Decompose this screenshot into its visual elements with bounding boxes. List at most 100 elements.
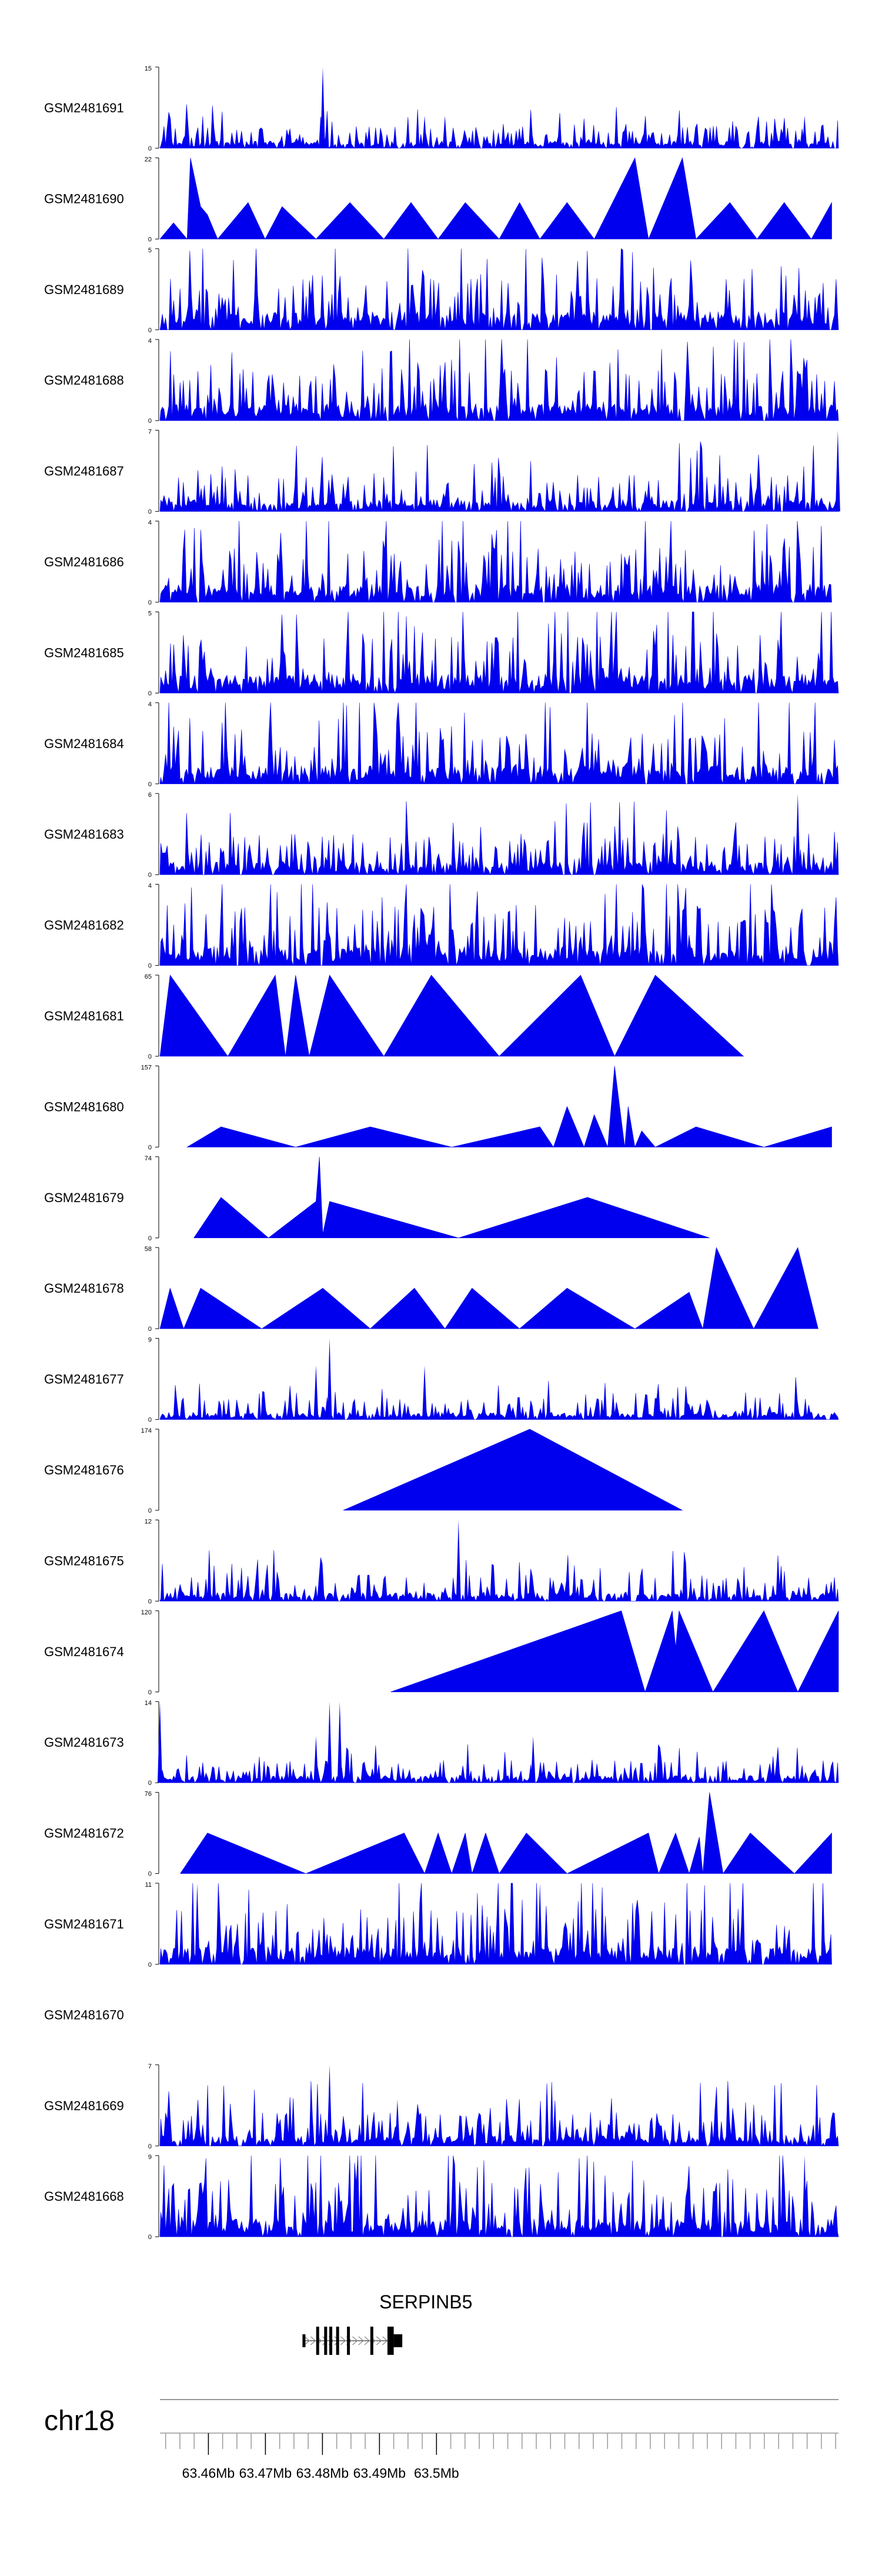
- x-tick-label: 63.5Mb: [414, 2465, 459, 2481]
- track-label: GSM2481675: [44, 1553, 124, 1568]
- gene-exon: [387, 2327, 394, 2355]
- gene-exon: [302, 2334, 306, 2347]
- y-tick-label-zero: 0: [148, 872, 152, 879]
- gene-exon: [316, 2327, 319, 2355]
- track-GSM2481684: GSM2481684 4 0: [44, 701, 839, 788]
- gene-exon: [370, 2327, 373, 2355]
- y-tick-label-zero: 0: [148, 690, 152, 697]
- track-label: GSM2481680: [44, 1099, 124, 1114]
- y-tick-label-max: 58: [145, 1246, 152, 1253]
- y-tick-label-max: 65: [145, 973, 152, 980]
- y-tick-label-max: 7: [148, 2063, 152, 2070]
- track-label: GSM2481683: [44, 827, 124, 842]
- coverage-area: [159, 884, 839, 966]
- y-tick-label-max: 12: [145, 1518, 152, 1525]
- y-tick-label-zero: 0: [148, 1235, 152, 1242]
- y-tick-label-zero: 0: [148, 1417, 152, 1424]
- y-tick-label-zero: 0: [148, 599, 152, 606]
- y-tick-label-zero: 0: [148, 1689, 152, 1696]
- gene-exon: [393, 2334, 403, 2347]
- track-label: GSM2481684: [44, 736, 124, 751]
- track-label: GSM2481676: [44, 1463, 124, 1477]
- y-tick-label-zero: 0: [148, 509, 152, 516]
- coverage-peak: [530, 1736, 536, 1783]
- track-label: GSM2481682: [44, 918, 124, 933]
- gene-name: SERPINB5: [379, 2291, 472, 2313]
- coverage-peak: [158, 1701, 162, 1783]
- y-tick-label-max: 14: [145, 1700, 152, 1707]
- track-label: GSM2481678: [44, 1281, 124, 1296]
- track-label: GSM2481687: [44, 464, 124, 479]
- track-label: GSM2481688: [44, 373, 124, 388]
- coverage-peak: [327, 2064, 332, 2146]
- gene-exon: [347, 2327, 350, 2355]
- track-label: GSM2481673: [44, 1735, 124, 1750]
- track-GSM2481683: GSM2481683 6 0: [44, 792, 839, 879]
- track-label: GSM2481671: [44, 1917, 124, 1931]
- track-label: GSM2481679: [44, 1190, 124, 1205]
- x-tick-label: 63.46Mb: [182, 2465, 235, 2481]
- coverage-area: [159, 2155, 839, 2238]
- coverage-area: [159, 157, 832, 240]
- track-label: GSM2481668: [44, 2189, 124, 2204]
- track-label: GSM2481669: [44, 2098, 124, 2113]
- coverage-area: [193, 1156, 710, 1239]
- coverage-tracks: GSM2481691150GSM2481690220GSM248168950GS…: [44, 65, 840, 2241]
- strand-arrow: [310, 2336, 316, 2345]
- x-tick-label: 63.47Mb: [239, 2465, 292, 2481]
- track-GSM2481671: GSM2481671 11 0: [44, 1881, 832, 1968]
- track-GSM2481674: GSM2481674 120 0: [44, 1609, 839, 1696]
- coverage-area: [159, 520, 832, 603]
- y-tick-label-max: 9: [148, 1337, 152, 1344]
- coverage-area: [159, 1377, 839, 1420]
- track-GSM2481668: GSM2481668 9 0: [44, 2154, 839, 2241]
- y-tick-label-max: 4: [148, 883, 152, 890]
- coverage-area: [159, 612, 839, 694]
- y-tick-label-max: 4: [148, 701, 152, 708]
- y-tick-label-zero: 0: [148, 2143, 152, 2150]
- coverage-peak: [313, 1365, 319, 1420]
- y-tick-label-zero: 0: [148, 781, 152, 788]
- coverage-peak: [795, 793, 800, 875]
- y-tick-label-max: 7: [148, 429, 152, 436]
- y-tick-label-zero: 0: [148, 236, 152, 243]
- coverage-area: [186, 1066, 832, 1148]
- y-tick-label-zero: 0: [148, 1507, 152, 1514]
- strand-arrow: [364, 2336, 370, 2345]
- coverage-area: [180, 1792, 832, 1874]
- y-tick-label-max: 4: [148, 519, 152, 526]
- track-GSM2481685: GSM2481685 5 0: [44, 610, 839, 697]
- coverage-area: [159, 248, 839, 331]
- track-label: GSM2481674: [44, 1644, 124, 1659]
- y-tick-label-zero: 0: [148, 418, 152, 425]
- coverage-area: [159, 1247, 818, 1330]
- track-GSM2481673: GSM2481673 14 0: [44, 1700, 839, 1787]
- y-tick-label-zero: 0: [148, 327, 152, 334]
- coverage-peak: [327, 1701, 332, 1783]
- y-tick-label-zero: 0: [148, 1961, 152, 1968]
- track-GSM2481686: GSM2481686 4 0: [44, 519, 832, 606]
- track-GSM2481689: GSM2481689 5 0: [44, 247, 839, 334]
- y-tick-label-max: 76: [145, 1791, 152, 1798]
- track-label: GSM2481672: [44, 1826, 124, 1841]
- track-label: GSM2481685: [44, 645, 124, 660]
- y-tick-label-zero: 0: [148, 1780, 152, 1787]
- genome-axis: chr18 63.46Mb 63.47Mb 63.48Mb 63.49Mb 63.5Mb: [44, 2399, 838, 2481]
- y-tick-label-zero: 0: [148, 1144, 152, 1151]
- coverage-peak: [835, 430, 840, 512]
- y-tick-label-max: 9: [148, 2154, 152, 2161]
- coverage-area: [159, 1550, 839, 1602]
- y-tick-label-max: 157: [141, 1064, 152, 1071]
- track-GSM2481682: GSM2481682 4 0: [44, 883, 839, 970]
- track-GSM2481679: GSM2481679 74 0: [44, 1155, 710, 1242]
- coverage-area: [159, 2081, 839, 2147]
- track-GSM2481675: GSM2481675 12 0: [44, 1518, 839, 1605]
- coverage-area: [159, 1744, 839, 1784]
- track-label: GSM2481677: [44, 1372, 124, 1387]
- coverage-peak: [442, 115, 447, 148]
- track-GSM2481691: GSM2481691 15 0: [44, 65, 839, 152]
- x-tick-label: 63.49Mb: [353, 2465, 406, 2481]
- track-label: GSM2481691: [44, 101, 124, 115]
